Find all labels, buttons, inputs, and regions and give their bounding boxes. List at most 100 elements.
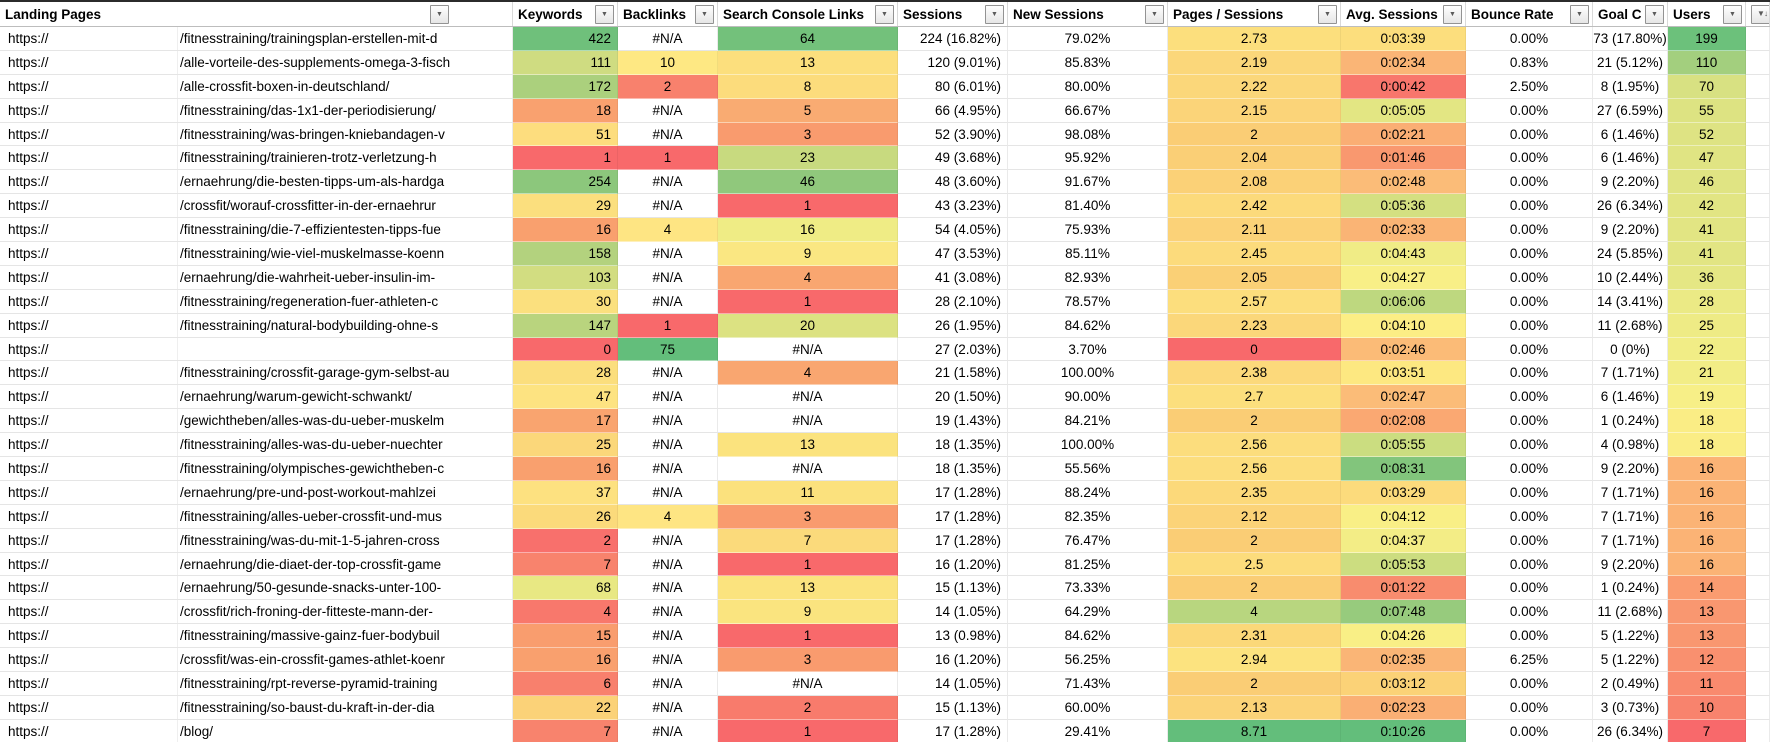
filter-button-landing-pages[interactable]: ▼	[430, 5, 449, 24]
cell-search-console-links[interactable]: 1	[718, 719, 898, 742]
column-header-goal-completions[interactable]: Goal C ▼	[1593, 2, 1668, 26]
cell-sessions[interactable]: 120 (9.01%)	[898, 50, 1008, 75]
cell-keywords[interactable]: 147	[513, 313, 618, 338]
cell-pages-per-session[interactable]: 2	[1168, 528, 1341, 553]
cell-goal-completions[interactable]: 24 (5.85%)	[1593, 242, 1668, 266]
cell-users[interactable]: 13	[1668, 624, 1746, 649]
cell-users[interactable]: 55	[1668, 98, 1746, 123]
filter-button-users[interactable]: ▼	[1723, 4, 1742, 24]
cell-backlinks[interactable]: #N/A	[618, 576, 718, 601]
cell-users[interactable]: 16	[1668, 504, 1746, 529]
cell-new-sessions[interactable]: 60.00%	[1008, 695, 1168, 720]
cell-users[interactable]: 10	[1668, 695, 1746, 720]
cell-keywords[interactable]: 17	[513, 409, 618, 434]
cell-sessions[interactable]: 15 (1.13%)	[898, 576, 1008, 601]
cell-new-sessions[interactable]: 100.00%	[1008, 433, 1168, 458]
cell-landing-page[interactable]: https:// /alle-vorteile-des-supplements-o…	[0, 50, 513, 75]
cell-keywords[interactable]: 16	[513, 218, 618, 243]
cell-users[interactable]: 36	[1668, 265, 1746, 290]
cell-avg-session-duration[interactable]: 0:03:51	[1341, 361, 1466, 386]
cell-pages-per-session[interactable]: 2.45	[1168, 242, 1341, 266]
cell-search-console-links[interactable]: 4	[718, 265, 898, 290]
cell-pages-per-session[interactable]: 8.71	[1168, 719, 1341, 742]
cell-avg-session-duration[interactable]: 0:01:46	[1341, 146, 1466, 171]
cell-search-console-links[interactable]: 5	[718, 98, 898, 123]
filter-button-avg-session-duration[interactable]: ▼	[1443, 4, 1462, 24]
cell-landing-page[interactable]: https:// /fitnesstraining/so-baust-du-kra…	[0, 695, 513, 720]
cell-goal-completions[interactable]: 9 (2.20%)	[1593, 170, 1668, 195]
cell-keywords[interactable]: 37	[513, 480, 618, 505]
cell-pages-per-session[interactable]: 2.38	[1168, 361, 1341, 386]
cell-search-console-links[interactable]: #N/A	[718, 409, 898, 434]
cell-users[interactable]: 25	[1668, 313, 1746, 338]
cell-landing-page[interactable]: https:// /fitnesstraining/die-7-effizient…	[0, 218, 513, 243]
cell-keywords[interactable]: 6	[513, 672, 618, 696]
cell-users[interactable]: 16	[1668, 552, 1746, 577]
cell-avg-session-duration[interactable]: 0:04:10	[1341, 313, 1466, 338]
cell-goal-completions[interactable]: 4 (0.98%)	[1593, 433, 1668, 458]
cell-goal-completions[interactable]: 7 (1.71%)	[1593, 480, 1668, 505]
cell-new-sessions[interactable]: 88.24%	[1008, 480, 1168, 505]
cell-backlinks[interactable]: #N/A	[618, 170, 718, 195]
cell-sessions[interactable]: 16 (1.20%)	[898, 552, 1008, 577]
cell-pages-per-session[interactable]: 2.5	[1168, 552, 1341, 577]
cell-sessions[interactable]: 16 (1.20%)	[898, 648, 1008, 673]
cell-keywords[interactable]: 2	[513, 528, 618, 553]
cell-bounce-rate[interactable]: 2.50%	[1466, 74, 1593, 99]
cell-bounce-rate[interactable]: 0.00%	[1466, 289, 1593, 314]
cell-bounce-rate[interactable]: 0.00%	[1466, 433, 1593, 458]
cell-bounce-rate[interactable]: 0.00%	[1466, 528, 1593, 553]
cell-backlinks[interactable]: 2	[618, 74, 718, 99]
cell-new-sessions[interactable]: 84.62%	[1008, 313, 1168, 338]
cell-landing-page[interactable]: https:// /fitnesstraining/alles-ueber-cro…	[0, 504, 513, 529]
cell-new-sessions[interactable]: 73.33%	[1008, 576, 1168, 601]
cell-new-sessions[interactable]: 75.93%	[1008, 218, 1168, 243]
cell-goal-completions[interactable]: 6 (1.46%)	[1593, 385, 1668, 410]
cell-bounce-rate[interactable]: 0.83%	[1466, 50, 1593, 75]
cell-backlinks[interactable]: #N/A	[618, 457, 718, 481]
cell-goal-completions[interactable]: 11 (2.68%)	[1593, 313, 1668, 338]
cell-keywords[interactable]: 7	[513, 719, 618, 742]
cell-avg-session-duration[interactable]: 0:04:26	[1341, 624, 1466, 649]
cell-avg-session-duration[interactable]: 0:04:12	[1341, 504, 1466, 529]
cell-search-console-links[interactable]: 23	[718, 146, 898, 171]
cell-pages-per-session[interactable]: 2.94	[1168, 648, 1341, 673]
cell-backlinks[interactable]: #N/A	[618, 194, 718, 219]
cell-pages-per-session[interactable]: 2.56	[1168, 457, 1341, 481]
cell-new-sessions[interactable]: 76.47%	[1008, 528, 1168, 553]
cell-sessions[interactable]: 18 (1.35%)	[898, 433, 1008, 458]
cell-backlinks[interactable]: #N/A	[618, 624, 718, 649]
cell-bounce-rate[interactable]: 0.00%	[1466, 361, 1593, 386]
column-header-new-sessions[interactable]: New Sessions ▼	[1008, 2, 1168, 26]
cell-search-console-links[interactable]: 2	[718, 695, 898, 720]
cell-new-sessions[interactable]: 55.56%	[1008, 457, 1168, 481]
cell-sessions[interactable]: 17 (1.28%)	[898, 504, 1008, 529]
cell-keywords[interactable]: 158	[513, 242, 618, 266]
cell-landing-page[interactable]: https:// /fitnesstraining/regeneration-fu…	[0, 289, 513, 314]
cell-goal-completions[interactable]: 11 (2.68%)	[1593, 600, 1668, 625]
cell-users[interactable]: 199	[1668, 27, 1746, 51]
cell-new-sessions[interactable]: 3.70%	[1008, 337, 1168, 362]
cell-landing-page[interactable]: https:// /fitnesstraining/das-1x1-der-per…	[0, 98, 513, 123]
cell-landing-page[interactable]: https:// /fitnesstraining/wie-viel-muskel…	[0, 242, 513, 266]
cell-pages-per-session[interactable]: 2.05	[1168, 265, 1341, 290]
cell-sessions[interactable]: 13 (0.98%)	[898, 624, 1008, 649]
cell-backlinks[interactable]: 10	[618, 50, 718, 75]
cell-backlinks[interactable]: #N/A	[618, 433, 718, 458]
cell-sessions[interactable]: 20 (1.50%)	[898, 385, 1008, 410]
cell-pages-per-session[interactable]: 2	[1168, 576, 1341, 601]
cell-new-sessions[interactable]: 78.57%	[1008, 289, 1168, 314]
cell-avg-session-duration[interactable]: 0:01:22	[1341, 576, 1466, 601]
cell-goal-completions[interactable]: 9 (2.20%)	[1593, 218, 1668, 243]
cell-search-console-links[interactable]: 3	[718, 648, 898, 673]
cell-goal-completions[interactable]: 0 (0%)	[1593, 337, 1668, 362]
cell-keywords[interactable]: 15	[513, 624, 618, 649]
cell-pages-per-session[interactable]: 2.56	[1168, 433, 1341, 458]
cell-search-console-links[interactable]: 13	[718, 433, 898, 458]
cell-backlinks[interactable]: #N/A	[618, 648, 718, 673]
cell-users[interactable]: 16	[1668, 457, 1746, 481]
cell-search-console-links[interactable]: 9	[718, 600, 898, 625]
cell-landing-page[interactable]: https:// /crossfit/rich-froning-der-fitte…	[0, 600, 513, 625]
cell-keywords[interactable]: 422	[513, 27, 618, 51]
column-header-users[interactable]: Users ▼	[1668, 2, 1746, 26]
